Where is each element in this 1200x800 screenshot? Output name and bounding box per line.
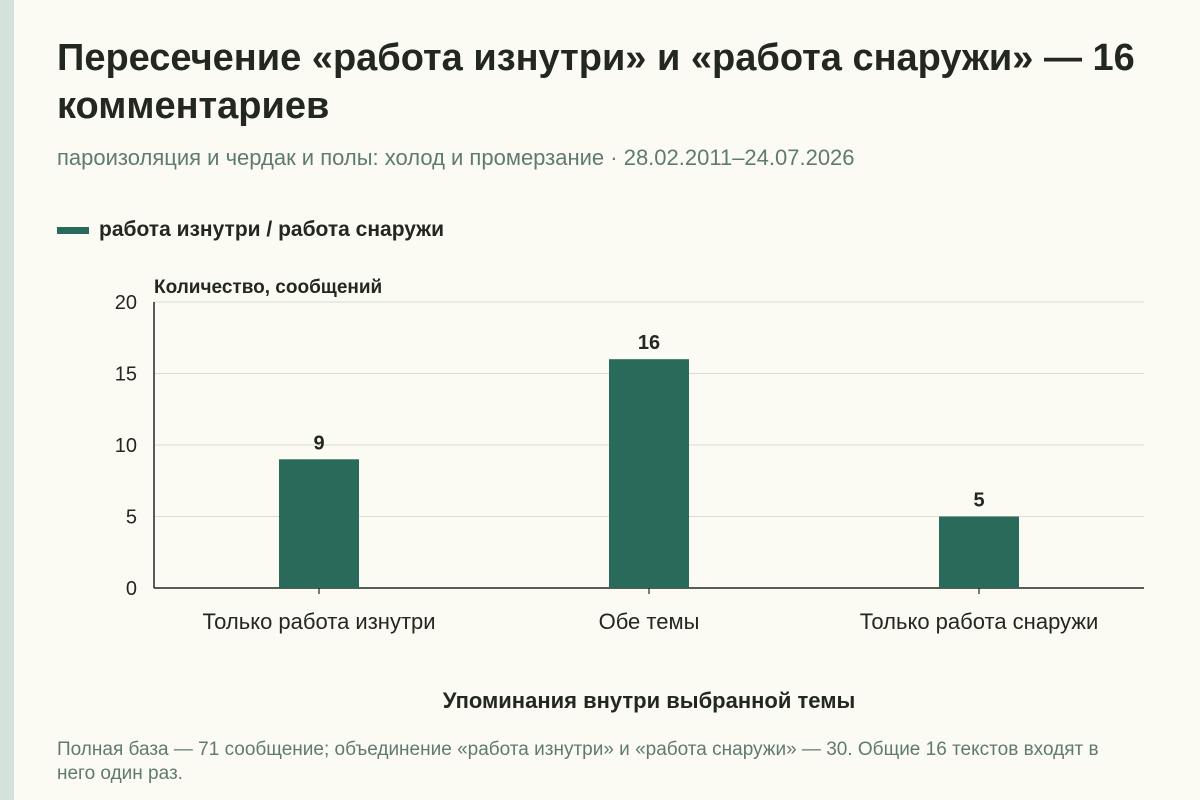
footnote: Полная база — 71 сообщение; объединение …	[57, 739, 1099, 784]
bar-value-label: 16	[638, 332, 660, 354]
chart-title: Пересечение «работа изнутри» и «работа с…	[57, 37, 1135, 127]
y-tick-label: 10	[115, 435, 137, 457]
x-axis-label: Упоминания внутри выбранной темы	[443, 688, 856, 713]
x-tick-label: Обе темы	[599, 609, 700, 634]
chart-legend: работа изнутри / работа снаружи	[57, 218, 444, 242]
bar	[939, 516, 1019, 588]
legend-swatch	[57, 226, 89, 234]
side-accent-stripe	[0, 0, 14, 800]
bar-value-label: 5	[973, 490, 984, 512]
y-axis-label: Количество, сообщений	[154, 277, 382, 298]
y-tick-label: 15	[115, 364, 137, 386]
x-tick-label: Только работа снаружи	[860, 609, 1099, 634]
bar-value-label: 9	[313, 432, 324, 454]
x-tick-label: Только работа изнутри	[202, 609, 435, 634]
y-tick-label: 5	[126, 507, 137, 529]
legend-label: работа изнутри / работа снаружи	[99, 218, 444, 241]
y-tick-label: 20	[115, 292, 137, 314]
y-tick-label: 0	[126, 578, 137, 600]
bar	[609, 359, 689, 588]
chart-subtitle: пароизоляция и чердак и полы: холод и пр…	[57, 145, 855, 170]
bar	[279, 459, 359, 588]
